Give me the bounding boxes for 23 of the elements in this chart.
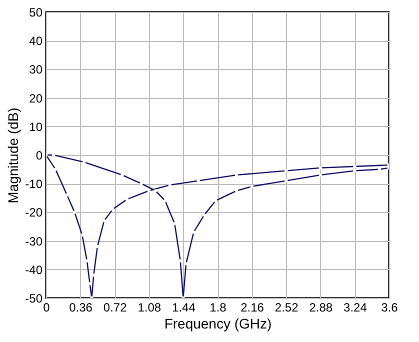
y-tick-label: 50 [29,6,43,20]
y-tick-label: 40 [29,34,43,48]
x-axis-title: Frequency (GHz) [164,316,272,332]
y-tick-label: -10 [25,177,43,192]
y-tick-label: -20 [25,206,43,220]
x-tick-label: 0.36 [69,300,93,314]
x-tick-label: 3.6 [381,300,398,314]
x-tick-label: 2.52 [274,300,299,314]
x-tick-label: 0.72 [103,300,128,314]
x-tick-label: 1.08 [138,300,162,314]
x-tick-label: 3.24 [344,300,368,314]
x-tick-label: 1.44 [172,300,196,314]
y-tick-label: 10 [29,120,43,134]
y-tick-label: -30 [25,234,43,248]
x-tick-label: 2.16 [240,300,264,314]
y-axis-title: Magnitude (dB) [5,108,22,204]
y-tick-label: -40 [25,262,43,277]
y-tick-label: 30 [29,62,43,77]
y-tick-label: 20 [29,91,43,106]
x-tick-label: 1.8 [210,300,227,314]
y-tick-label: -50 [25,292,43,306]
x-tick-label: 2.88 [309,300,333,314]
y-tick-label: 0 [36,148,43,162]
